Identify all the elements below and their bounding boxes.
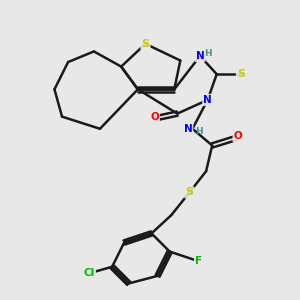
Text: Cl: Cl [84, 268, 95, 278]
Text: N: N [184, 124, 192, 134]
Text: O: O [150, 112, 159, 122]
Text: N: N [203, 95, 212, 105]
Text: S: S [142, 39, 149, 49]
Text: O: O [234, 131, 242, 141]
Text: N: N [196, 51, 204, 61]
Text: F: F [195, 256, 202, 266]
Text: S: S [185, 188, 194, 197]
Text: H: H [195, 127, 202, 136]
Text: H: H [204, 50, 212, 58]
Text: S: S [237, 69, 245, 79]
